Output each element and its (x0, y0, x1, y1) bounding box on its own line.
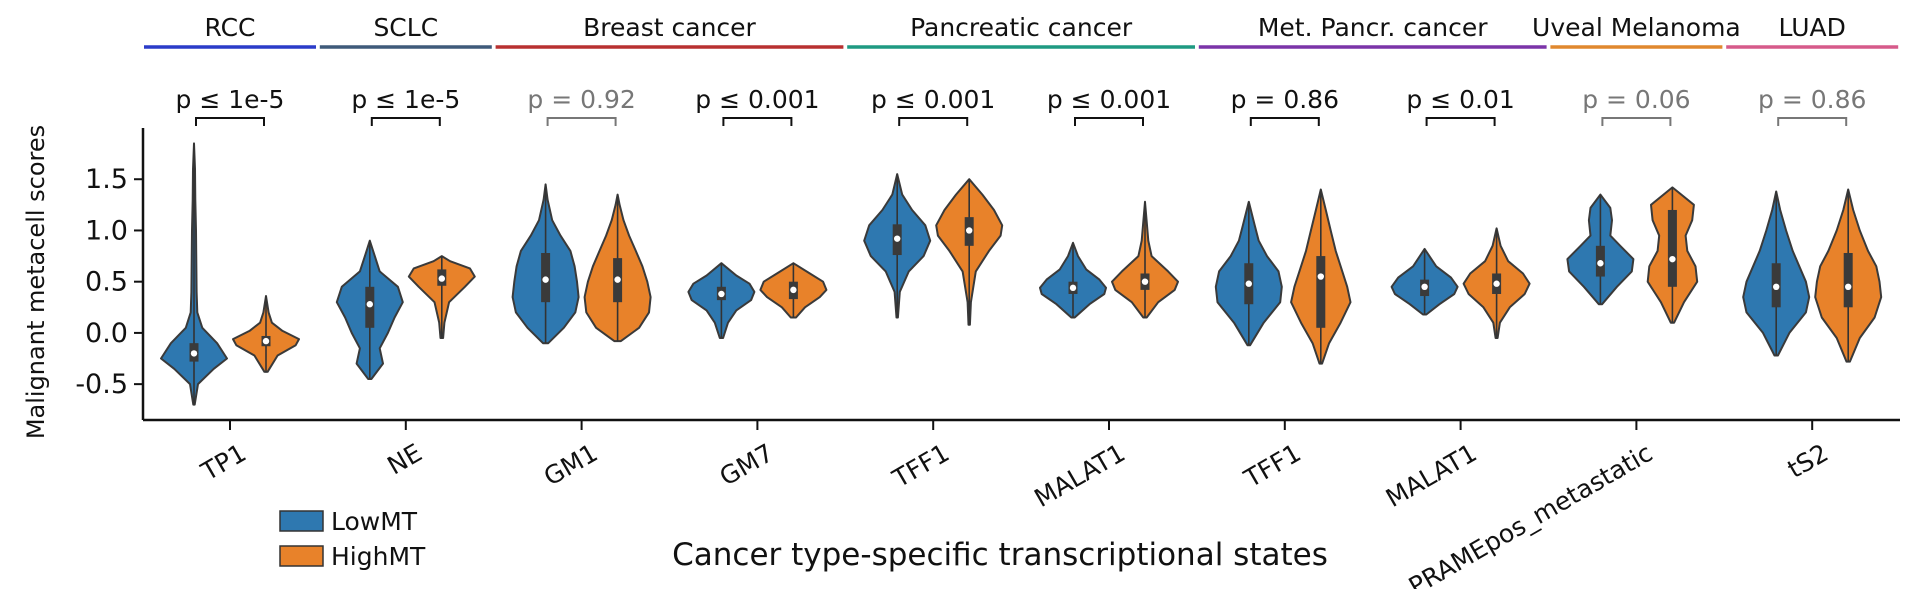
violin-iqr-box (1667, 209, 1677, 287)
pvalue-label: p ≤ 1e-5 (351, 85, 460, 114)
y-tick-label: 1.0 (85, 215, 128, 246)
pvalue-bracket (1777, 117, 1848, 126)
violin-median-dot (966, 227, 973, 234)
pvalue-bracket (1601, 117, 1672, 126)
pvalue-label: p = 0.86 (1758, 85, 1866, 114)
group-headers: RCC SCLC Breast cancer Pancreatic cancer Met… (144, 13, 1899, 49)
x-tick-label: GM1 (539, 438, 603, 492)
violin-iqr-box (1316, 256, 1326, 328)
x-tick-label: NE (382, 438, 426, 480)
axes (141, 128, 1900, 422)
y-axis-label: Malignant metacell scores (22, 125, 50, 439)
violin-median-dot (1845, 283, 1852, 291)
legend-swatch (279, 545, 324, 567)
x-axis-label: Cancer type-specific transcriptional sta… (672, 537, 1328, 573)
pvalue-bracket (722, 117, 793, 126)
x-tick-label: GM7 (715, 438, 779, 492)
violin-median-dot (1493, 280, 1500, 287)
pvalue-label: p = 0.86 (1231, 85, 1339, 114)
x-tick-label: TFF1 (887, 438, 954, 494)
violin-median-dot (1069, 284, 1077, 292)
violin-median-dot (438, 275, 445, 282)
pvalue-bracket (1249, 117, 1320, 126)
pvalue-label: p ≤ 1e-5 (176, 85, 285, 114)
group-label: Met. Pancr. cancer (1258, 13, 1488, 42)
violin-median-dot (614, 276, 621, 283)
pvalue-label: p ≤ 0.001 (871, 85, 995, 114)
violin-median-dot (1141, 278, 1149, 285)
pvalue-bracket (1074, 117, 1144, 126)
violin-median-dot (262, 337, 270, 345)
violin-median-dot (1669, 255, 1676, 263)
violin-median-dot (1317, 273, 1325, 280)
x-tick-label: TP1 (196, 438, 251, 487)
pvalue-label: p = 0.92 (527, 85, 635, 114)
pvalue-label: p ≤ 0.01 (1406, 85, 1514, 114)
group-label: LUAD (1779, 13, 1846, 42)
y-ticks: -0.5 0.0 0.5 1.0 1.5 (75, 164, 143, 400)
pvalue-label: p ≤ 0.001 (695, 85, 819, 114)
x-tick-label: tS2 (1783, 438, 1834, 484)
pvalue-bracket (1425, 117, 1496, 126)
pvalue-bracket (195, 117, 265, 126)
pvalue-label: p ≤ 0.001 (1047, 85, 1171, 114)
x-tick-label: MALAT1 (1029, 438, 1130, 513)
violin-iqr-box (1843, 252, 1853, 308)
violin-median-dot (366, 301, 373, 308)
pvalue-bracket (898, 117, 969, 126)
pvalue-bracket (546, 117, 617, 126)
violins (160, 142, 1883, 406)
pvalue-label: p = 0.06 (1582, 85, 1690, 114)
y-tick-label: 1.5 (85, 164, 128, 195)
x-tick-label: TFF1 (1239, 438, 1306, 494)
violin-median-dot (1597, 260, 1604, 267)
legend-label: LowMT (331, 507, 418, 536)
violin-median-dot (190, 350, 198, 357)
legend: LowMT HighMT (279, 507, 426, 571)
violin-median-dot (790, 286, 797, 294)
pvalue-annotations: p ≤ 1e-5 p ≤ 1e-5 p = 0.92 p ≤ 0.001 p ≤ 0.0… (176, 85, 1866, 126)
pvalue-bracket (370, 117, 441, 126)
group-label: Uveal Melanoma (1532, 13, 1741, 42)
violin-median-dot (1245, 280, 1253, 287)
violin-median-dot (1773, 283, 1780, 291)
group-label: SCLC (373, 13, 438, 42)
legend-label: HighMT (331, 542, 426, 571)
x-tick-label: MALAT1 (1381, 438, 1482, 513)
group-label: Breast cancer (583, 13, 756, 42)
y-tick-label: -0.5 (75, 369, 128, 400)
violin-median-dot (894, 235, 901, 242)
legend-swatch (279, 510, 324, 532)
violin-median-dot (1421, 283, 1428, 291)
group-label: RCC (204, 13, 255, 42)
y-tick-label: 0.5 (85, 267, 128, 298)
violin-median-dot (718, 290, 725, 298)
group-label: Pancreatic cancer (910, 13, 1133, 42)
y-tick-label: 0.0 (85, 318, 128, 349)
violin-median-dot (542, 276, 549, 283)
